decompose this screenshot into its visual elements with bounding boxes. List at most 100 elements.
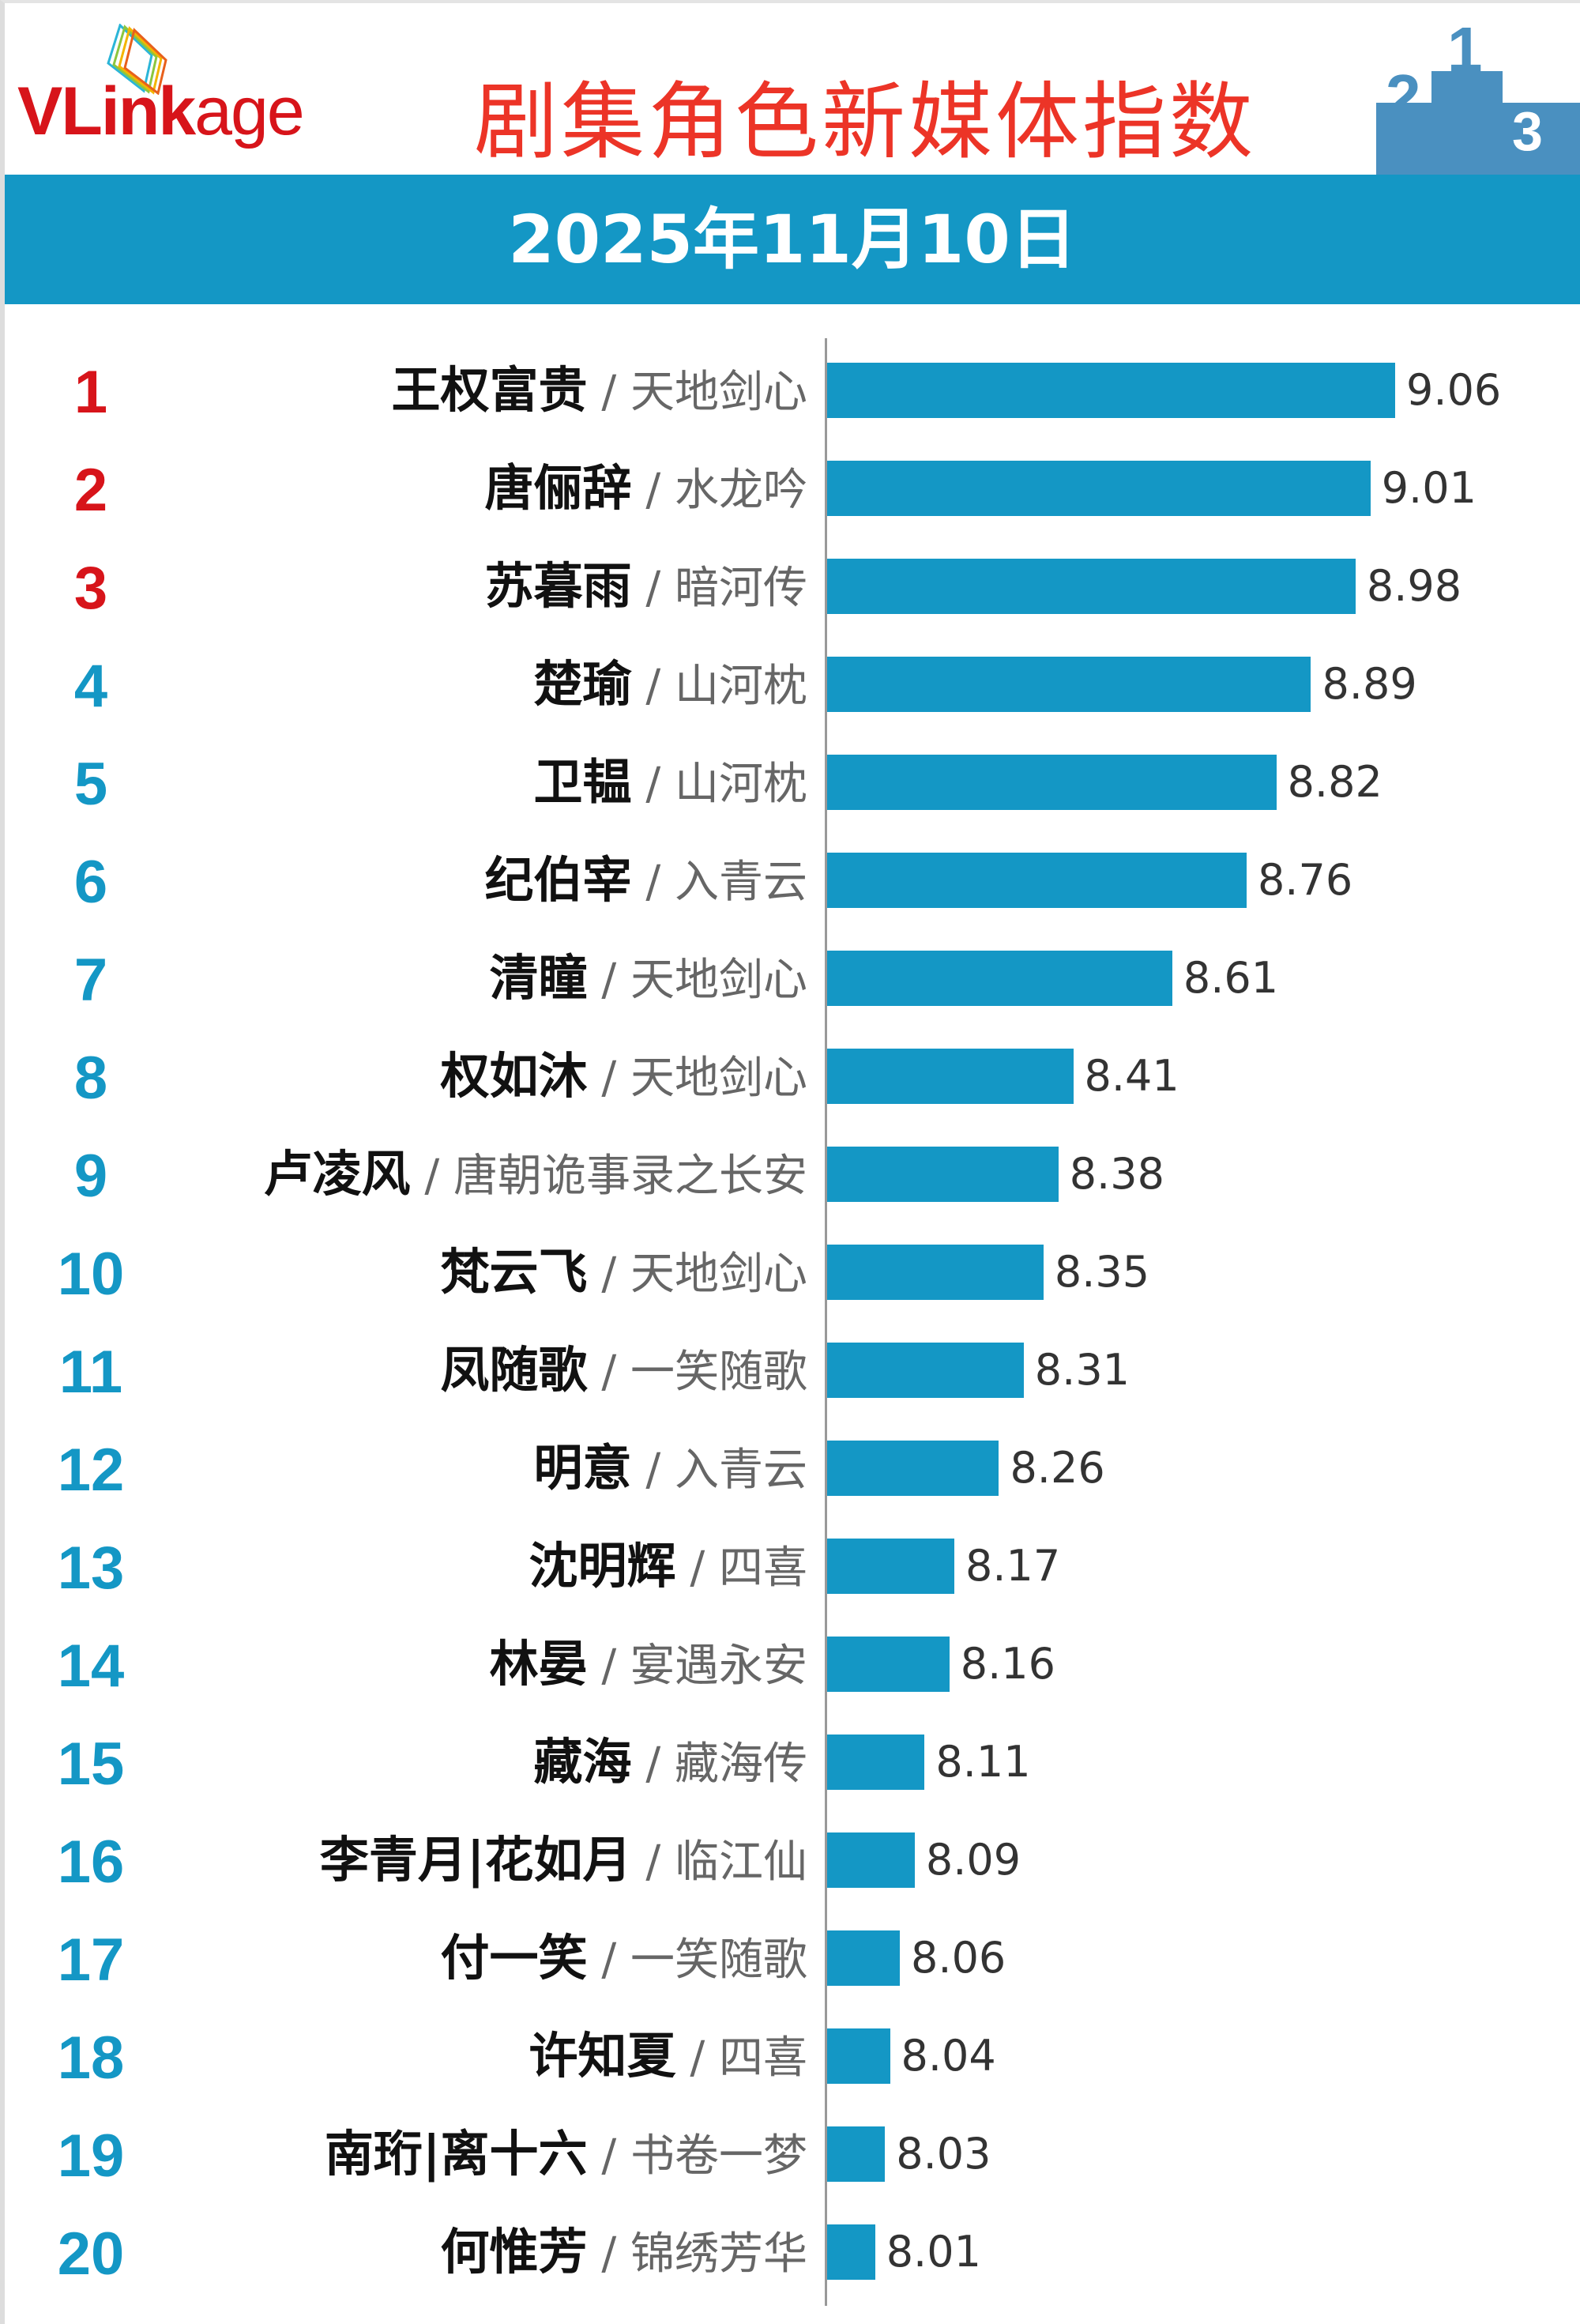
value-label: 8.35 <box>1054 1247 1150 1297</box>
bar <box>827 2126 886 2182</box>
drama-name: 四喜 <box>719 2032 807 2084</box>
svg-text:3: 3 <box>1512 100 1543 162</box>
drama-name: 天地剑心 <box>630 1249 807 1300</box>
role-label: 苏暮雨 / 暗河传 <box>484 556 807 629</box>
y-axis-line <box>825 338 827 2306</box>
value-label: 8.26 <box>1010 1443 1105 1493</box>
bar <box>827 559 1356 614</box>
value-label: 8.11 <box>935 1737 1031 1787</box>
drama-name: 入青云 <box>675 857 807 908</box>
separator: / <box>690 1542 705 1594</box>
rank-label: 1 <box>73 359 108 426</box>
role-name: 南珩|离十六 <box>324 2125 588 2183</box>
role-label: 南珩|离十六 / 书卷一梦 <box>325 2124 807 2197</box>
rank-label: 9 <box>73 1143 108 1210</box>
separator: / <box>601 955 617 1006</box>
drama-name: 水龙吟 <box>675 465 807 516</box>
bar <box>827 1441 999 1496</box>
role-name: 王权富贵 <box>391 361 588 419</box>
bar <box>827 461 1371 516</box>
drama-name: 山河枕 <box>675 661 807 712</box>
separator: / <box>424 1151 440 1202</box>
drama-name: 临江仙 <box>675 1836 807 1888</box>
bar-row: 18 许知夏 / 四喜 8.04 <box>0 2017 1580 2096</box>
separator: / <box>645 661 661 712</box>
bar <box>827 1343 1024 1398</box>
rank-label: 20 <box>57 2220 125 2288</box>
logo-mark-icon <box>107 24 167 95</box>
separator: / <box>645 1444 661 1496</box>
role-label: 楚瑜 / 山河枕 <box>533 654 807 727</box>
rank-label: 11 <box>58 1339 123 1406</box>
value-label: 8.01 <box>886 2227 981 2277</box>
bar-row: 15 藏海 / 藏海传 8.11 <box>0 1723 1580 1802</box>
role-label: 明意 / 入青云 <box>533 1438 807 1511</box>
role-name: 纪伯宰 <box>484 851 632 909</box>
value-label: 8.61 <box>1183 953 1279 1003</box>
role-name: 付一笑 <box>440 1929 588 1987</box>
bar <box>827 1930 901 1986</box>
separator: / <box>645 1738 661 1790</box>
bar-row: 17 付一笑 / 一笑随歌 8.06 <box>0 1919 1580 1998</box>
drama-name: 唐朝诡事录之长安 <box>453 1151 807 1202</box>
role-name: 梵云飞 <box>440 1243 588 1301</box>
drama-name: 天地剑心 <box>630 1053 807 1104</box>
bar <box>827 1147 1059 1202</box>
drama-name: 锦绣芳华 <box>630 2228 807 2280</box>
drama-name: 一笑随歌 <box>630 1347 807 1398</box>
bar-row: 12 明意 / 入青云 8.26 <box>0 1429 1580 1508</box>
separator: / <box>645 857 661 908</box>
rank-label: 4 <box>73 653 108 720</box>
bar <box>827 755 1277 810</box>
value-label: 8.76 <box>1257 855 1353 905</box>
role-label: 清瞳 / 天地剑心 <box>489 948 807 1021</box>
value-label: 8.98 <box>1366 561 1462 611</box>
rank-label: 3 <box>73 555 108 622</box>
svg-text:1: 1 <box>1447 24 1483 85</box>
bar-row: 2 唐俪辞 / 水龙吟 9.01 <box>0 449 1580 528</box>
role-label: 林晏 / 宴遇永安 <box>489 1634 807 1707</box>
separator: / <box>601 1053 617 1104</box>
value-label: 8.09 <box>925 1835 1021 1885</box>
role-name: 卢凌风 <box>263 1145 411 1203</box>
drama-name: 入青云 <box>675 1444 807 1496</box>
role-label: 卫韫 / 山河枕 <box>533 752 807 825</box>
bar <box>827 1735 925 1790</box>
rank-label: 18 <box>57 2025 125 2092</box>
svg-text:2: 2 <box>1386 62 1421 132</box>
drama-name: 暗河传 <box>675 563 807 614</box>
bar <box>827 951 1172 1006</box>
bar <box>827 2028 890 2084</box>
role-label: 王权富贵 / 天地剑心 <box>391 360 807 433</box>
bar-row: 3 苏暮雨 / 暗河传 8.98 <box>0 547 1580 626</box>
separator: / <box>645 759 661 810</box>
bar <box>827 853 1247 908</box>
value-label: 8.89 <box>1322 659 1417 709</box>
bar-row: 9 卢凌风 / 唐朝诡事录之长安 8.38 <box>0 1135 1580 1214</box>
rank-label: 17 <box>57 1927 125 1994</box>
role-label: 凤随歌 / 一笑随歌 <box>440 1340 807 1413</box>
bar-row: 1 王权富贵 / 天地剑心 9.06 <box>0 351 1580 430</box>
role-name: 明意 <box>533 1439 632 1497</box>
bar-row: 4 楚瑜 / 山河枕 8.89 <box>0 645 1580 724</box>
rank-label: 7 <box>73 947 108 1014</box>
separator: / <box>645 563 661 614</box>
role-label: 唐俪辞 / 水龙吟 <box>484 458 807 531</box>
role-label: 纪伯宰 / 入青云 <box>484 850 807 923</box>
rank-label: 8 <box>73 1045 108 1112</box>
separator: / <box>645 465 661 516</box>
value-label: 8.03 <box>896 2129 991 2179</box>
role-label: 梵云飞 / 天地剑心 <box>440 1242 807 1315</box>
role-name: 苏暮雨 <box>484 557 632 615</box>
date-band: 2025年11月10日 <box>5 175 1580 304</box>
value-label: 8.38 <box>1069 1149 1164 1199</box>
value-label: 8.82 <box>1287 757 1382 807</box>
role-name: 李青月|花如月 <box>319 1831 632 1889</box>
vlinkage-logo: VLinkage <box>17 24 349 158</box>
drama-name: 山河枕 <box>675 759 807 810</box>
rank-label: 10 <box>57 1241 125 1308</box>
separator: / <box>601 2130 617 2182</box>
role-name: 唐俪辞 <box>484 459 632 517</box>
role-name: 许知夏 <box>529 2027 676 2085</box>
